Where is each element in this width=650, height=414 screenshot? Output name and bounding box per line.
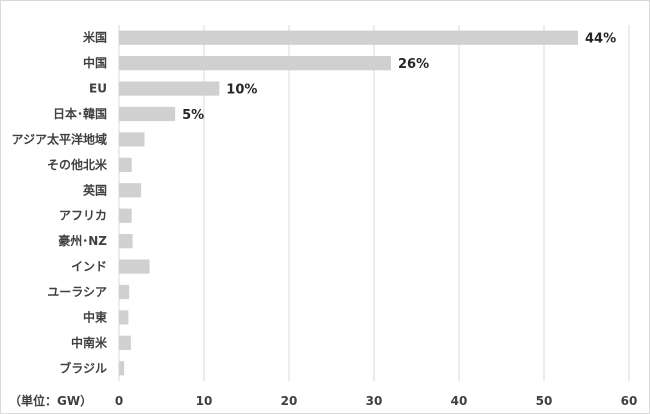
x-tick-label-20: 20	[281, 394, 298, 408]
bar-12	[119, 335, 131, 350]
x-tick-labels: 0 10 20 30 40 50 60	[115, 394, 638, 408]
category-label-10: ユーラシア	[47, 285, 107, 299]
bars	[119, 30, 578, 376]
bar-13	[119, 361, 125, 376]
bar-10	[119, 284, 130, 300]
unit-label: （単位：GW）	[9, 393, 92, 408]
bar-1	[119, 56, 391, 71]
bar-0	[119, 30, 578, 45]
bar-11	[119, 310, 129, 325]
category-label-11: 中東	[83, 309, 107, 324]
bar-7	[119, 208, 132, 223]
bar-9	[119, 259, 150, 274]
bar-4	[119, 132, 145, 147]
x-tick-label-50: 50	[536, 394, 553, 408]
data-label-3: 5%	[182, 108, 204, 123]
category-label-5: その他北米	[47, 157, 108, 172]
category-label-9: インド	[71, 260, 107, 274]
category-label-8: 豪州･NZ	[58, 233, 107, 248]
x-tick-label-40: 40	[451, 394, 468, 408]
x-tick-label-60: 60	[621, 394, 638, 408]
x-tick-label-30: 30	[366, 394, 383, 408]
category-label-7: アフリカ	[59, 209, 107, 223]
category-label-6: 英国	[83, 182, 107, 197]
bar-6	[119, 183, 142, 198]
gridlines	[118, 25, 630, 381]
category-label-1: 中国	[83, 55, 107, 70]
category-label-0: 米国	[83, 30, 107, 45]
bar-3	[119, 106, 176, 122]
bar-8	[119, 234, 133, 249]
x-tick-label-10: 10	[196, 394, 213, 408]
bar-5	[119, 157, 132, 172]
category-label-4: アジア太平洋地域	[11, 131, 107, 146]
category-label-12: 中南米	[71, 335, 108, 350]
data-label-1: 26%	[398, 57, 429, 72]
category-label-2: EU	[89, 82, 107, 96]
data-label-0: 44%	[585, 32, 616, 47]
category-label-13: ブラジル	[59, 360, 107, 375]
data-label-2: 10%	[226, 83, 257, 98]
data-labels: 44% 26% 10% 5%	[182, 32, 616, 123]
x-tick-label-0: 0	[115, 394, 123, 408]
category-label-3: 日本･韓国	[53, 106, 107, 121]
bar-2	[119, 81, 220, 96]
